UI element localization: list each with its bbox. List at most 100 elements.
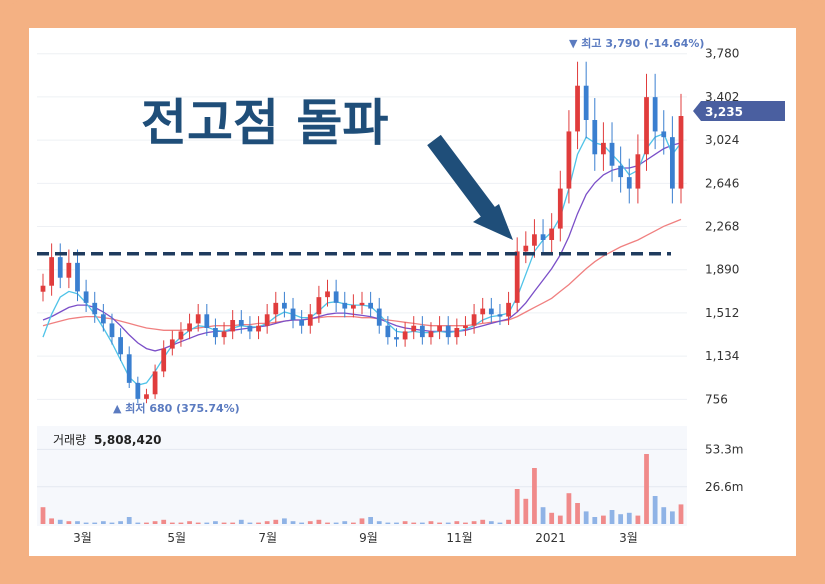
candle-body: [437, 325, 442, 332]
low-label: ▲ 최저 680 (375.74%): [113, 401, 240, 415]
candle-body: [394, 337, 399, 340]
volume-bar: [169, 522, 175, 524]
volume-bar: [359, 518, 365, 524]
candle-body: [126, 354, 132, 383]
candle-body: [454, 328, 460, 338]
stock-chart: 3,780 3,402 3,024 2,646 2,268 1,890 1,512 1,134…: [37, 36, 785, 545]
candle-body: [299, 320, 305, 326]
candle-body: [471, 314, 477, 326]
volume-bar: [307, 521, 313, 524]
candle-body: [540, 234, 546, 240]
volume-bar: [325, 522, 330, 524]
y-tick-label: 3,024: [705, 133, 739, 147]
candle-body: [342, 302, 348, 309]
svg-text:거래량 5,808,420: 거래량 5,808,420: [53, 433, 162, 447]
volume-bar: [609, 510, 615, 524]
ma-mid-line: [42, 142, 682, 352]
candle-body: [135, 382, 141, 399]
volume-bar: [316, 519, 322, 524]
candle-body: [532, 234, 537, 246]
candle-body: [230, 320, 236, 332]
volume-bar: [66, 521, 72, 524]
candle-body: [178, 331, 184, 340]
volume-bar: [669, 511, 675, 524]
candle-body: [118, 337, 123, 355]
candle-body: [57, 257, 63, 278]
volume-bar: [437, 522, 442, 524]
x-tick-label: 7월: [258, 531, 277, 545]
candle-body: [144, 394, 149, 399]
volume-bar: [40, 507, 46, 524]
volume-bar: [256, 522, 261, 524]
candle-body: [583, 85, 589, 120]
candle-body: [169, 339, 175, 349]
candle-body: [195, 314, 201, 324]
candle-body: [92, 302, 98, 315]
volume-bar: [532, 468, 537, 524]
candle-body: [419, 325, 425, 338]
y-tick-label: 3,780: [705, 47, 739, 61]
candle-body: [428, 331, 434, 338]
volume-bar: [549, 512, 555, 524]
y-tick-label: 1,890: [705, 263, 739, 277]
candle-body: [316, 297, 322, 315]
ma-slow-line: [42, 218, 682, 331]
price-axis: 3,780 3,402 3,024 2,646 2,268 1,890 1,512 1,134…: [705, 47, 739, 407]
volume-bar: [247, 522, 253, 524]
volume-bar: [204, 522, 210, 524]
volume-bar: [402, 521, 408, 524]
candle-body: [359, 302, 365, 306]
volume-bar: [661, 507, 667, 524]
candle-body: [100, 314, 106, 324]
candle-body: [557, 188, 563, 229]
volume-bar: [333, 522, 339, 524]
candle-body: [402, 331, 408, 340]
volume-value: 5,808,420: [94, 433, 162, 447]
volume-bar: [92, 522, 98, 524]
candle-body: [204, 314, 210, 328]
candle-body: [376, 308, 382, 326]
x-tick-label: 2021: [535, 531, 566, 545]
candle-body: [187, 323, 192, 332]
x-tick-label: 11월: [446, 531, 472, 545]
candle-body: [256, 325, 261, 332]
volume-bar: [152, 521, 158, 524]
ma-fast-line: [42, 132, 682, 386]
candle-body: [273, 302, 279, 315]
time-axis: 3월 5월 7월 9월 11월 2021 3월: [73, 531, 638, 545]
candle-body: [238, 320, 244, 326]
candle-body: [618, 165, 624, 178]
candle-body: [644, 97, 649, 155]
volume-bar: [497, 522, 503, 524]
candle-body: [601, 142, 606, 155]
candle-body: [49, 257, 55, 286]
y-tick-label: 1,512: [705, 306, 739, 320]
volume-bar: [83, 522, 89, 524]
y-tick-label: 3,402: [705, 90, 739, 104]
candle-body: [411, 325, 417, 332]
volume-bar: [230, 522, 236, 524]
candle-body: [635, 154, 641, 189]
volume-bar: [109, 522, 115, 524]
volume-bar: [566, 493, 572, 524]
volume-bar: [144, 522, 149, 524]
current-price-tag: 3,235: [693, 101, 785, 121]
volume-bars: [40, 454, 684, 524]
volume-bar: [75, 521, 80, 524]
volume-bar: [678, 504, 684, 524]
volume-bar: [471, 521, 477, 524]
candle-body: [368, 302, 374, 309]
volume-bar: [221, 522, 227, 524]
volume-bar: [463, 522, 468, 524]
candle-body: [514, 251, 520, 303]
y-tick-label: 2,646: [705, 176, 739, 190]
candle-body: [109, 323, 115, 338]
current-price: 3,235: [705, 105, 743, 119]
candle-body: [83, 291, 89, 303]
volume-tick-label: 53.3m: [705, 442, 743, 456]
volume-bar: [385, 522, 391, 524]
volume-bar: [126, 517, 132, 524]
candle-body: [626, 177, 632, 189]
volume-bar: [57, 519, 63, 524]
volume-bar: [100, 521, 106, 524]
